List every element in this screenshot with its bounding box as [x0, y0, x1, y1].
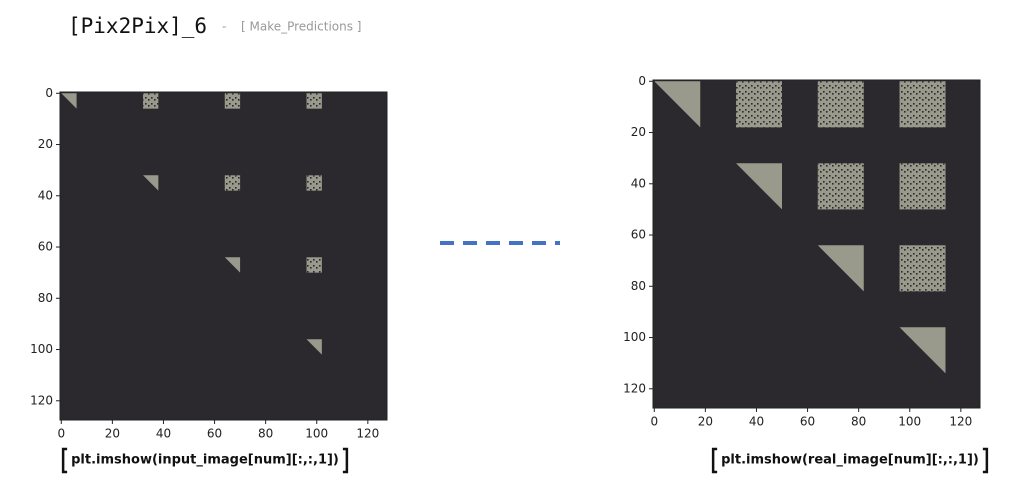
- y-tick-label: 100: [623, 330, 646, 344]
- y-tick-label: 60: [38, 240, 53, 254]
- block-texture: [899, 245, 946, 292]
- y-tick-label: 0: [45, 86, 53, 100]
- block-texture: [817, 81, 864, 128]
- block-texture: [736, 81, 783, 128]
- triangle-block: [224, 257, 241, 273]
- x-tick-label: 100: [305, 427, 328, 441]
- block-texture: [224, 175, 241, 191]
- x-tick-label: 0: [57, 427, 65, 441]
- x-tick-label: 100: [898, 415, 921, 429]
- x-tick-label: 0: [650, 415, 658, 429]
- image-background: [652, 79, 981, 409]
- triangle-block: [61, 93, 77, 109]
- caption: plt.imshow(real_image[num][:,:,1]): [721, 453, 979, 468]
- y-tick-label: 40: [38, 188, 53, 202]
- block-texture: [224, 93, 241, 109]
- y-tick-label: 80: [38, 291, 53, 305]
- block-texture: [899, 81, 946, 128]
- y-tick-label: 80: [631, 279, 646, 293]
- y-tick-label: 0: [638, 74, 646, 88]
- triangle-block: [306, 339, 322, 355]
- bracket-right: [342, 447, 349, 474]
- y-tick-label: 40: [631, 176, 646, 190]
- x-tick-label: 80: [851, 415, 866, 429]
- y-tick-label: 20: [38, 137, 53, 151]
- bracket-right: [982, 447, 989, 474]
- x-tick-label: 120: [356, 427, 379, 441]
- triangle-block: [736, 163, 783, 210]
- bracket-left: [711, 447, 718, 474]
- x-tick-label: 80: [258, 427, 273, 441]
- bracket-left: [61, 447, 68, 474]
- y-tick-label: 120: [30, 393, 53, 407]
- block-texture: [143, 93, 159, 109]
- block-texture: [306, 93, 322, 109]
- block-texture: [306, 257, 322, 273]
- block-texture: [817, 163, 864, 210]
- block-texture: [899, 163, 946, 210]
- x-tick-label: 40: [749, 415, 764, 429]
- triangle-block: [817, 245, 864, 292]
- x-tick-label: 20: [698, 415, 713, 429]
- x-tick-label: 40: [156, 427, 171, 441]
- separator: -: [222, 20, 226, 34]
- triangle-block: [654, 81, 701, 128]
- y-tick-label: 120: [623, 381, 646, 395]
- y-tick-label: 60: [631, 228, 646, 242]
- x-tick-label: 20: [105, 427, 120, 441]
- x-tick-label: 60: [207, 427, 222, 441]
- x-tick-label: 60: [800, 415, 815, 429]
- x-tick-label: 120: [949, 415, 972, 429]
- page-title: [Pix2Pix]_6: [68, 14, 207, 38]
- caption: plt.imshow(input_image[num][:,:,1]): [71, 453, 339, 468]
- triangle-block: [143, 175, 159, 191]
- block-texture: [306, 175, 322, 191]
- subtitle: [ Make_Predictions ]: [241, 20, 361, 34]
- image-background: [59, 91, 388, 421]
- y-tick-label: 100: [30, 342, 53, 356]
- y-tick-label: 20: [631, 125, 646, 139]
- triangle-block: [899, 327, 946, 374]
